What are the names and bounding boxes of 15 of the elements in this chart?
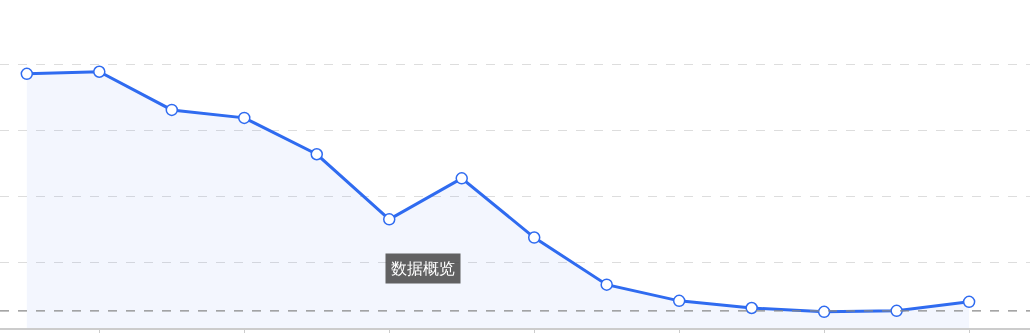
point [20, 67, 34, 81]
annotation: 数据概览 [391, 259, 455, 278]
point [600, 278, 613, 291]
point [165, 103, 179, 117]
point [672, 294, 686, 308]
point [310, 148, 324, 161]
point [93, 65, 106, 78]
point [455, 172, 468, 185]
point [890, 304, 903, 318]
point [238, 111, 251, 125]
point [745, 301, 758, 315]
point [962, 295, 976, 309]
point [527, 231, 541, 244]
point [382, 213, 396, 226]
point [817, 305, 831, 319]
